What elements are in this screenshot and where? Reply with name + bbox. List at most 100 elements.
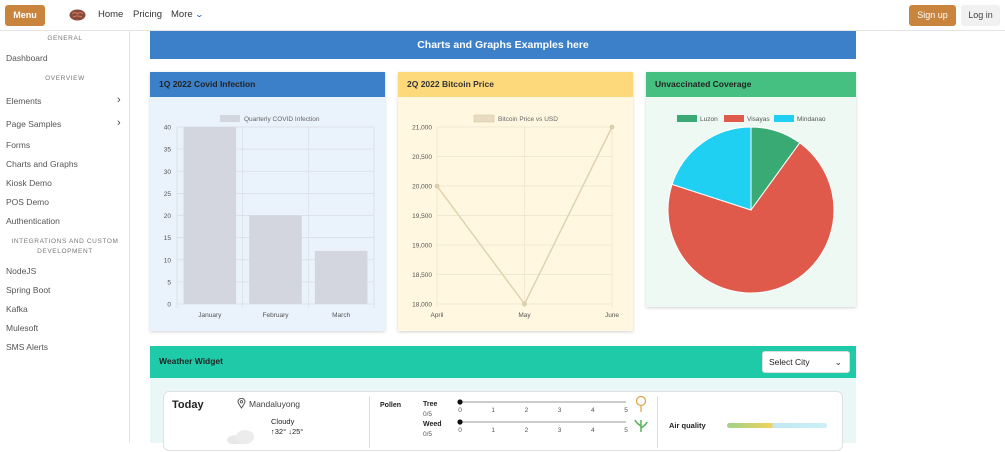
nav-more-label: More xyxy=(171,9,193,20)
city-select[interactable]: Select City ⌄ xyxy=(762,351,850,373)
weather-condition: Cloudy xyxy=(271,417,295,426)
y-tick-label: 20,500 xyxy=(412,154,432,161)
x-tick-label: March xyxy=(332,312,350,319)
top-navbar: Menu Home Pricing More ⌄ Sign up Log in xyxy=(0,0,1005,31)
y-tick-label: 18,500 xyxy=(412,272,432,279)
air-quality-label: Air quality xyxy=(669,421,706,430)
weather-widget-body: Today Mandaluyong Cloudy ↑32° ↓25° Polle… xyxy=(150,378,856,451)
page-banner: Charts and Graphs Examples here xyxy=(150,31,856,59)
sidebar-heading-integrations-line1: INTEGRATIONS AND CUSTOM xyxy=(11,238,119,245)
pollen-scale-label: 2 xyxy=(525,427,529,434)
bar xyxy=(249,215,302,304)
bitcoin-line-chart: Bitcoin Price vs USD 18,000 18,500 19,000 19… xyxy=(412,114,619,319)
divider xyxy=(369,396,370,448)
chevron-right-icon[interactable]: › xyxy=(117,117,121,129)
vaccine-chart-area: Luzon Visayas Mindanao xyxy=(646,97,856,307)
nav-home[interactable]: Home xyxy=(98,9,124,20)
arrow-up-icon: ↑ xyxy=(271,427,275,436)
y-tick-label: 10 xyxy=(164,257,172,264)
chevron-right-icon[interactable]: › xyxy=(117,94,121,106)
covid-bar-chart: Quarterly COVID Infection 0 5 10 15 20 25 30 35 4… xyxy=(164,115,375,319)
y-tick-label: 21,000 xyxy=(412,125,432,132)
chevron-down-icon: ⌄ xyxy=(194,10,204,19)
pollen-scale-label: 3 xyxy=(558,407,562,414)
weather-widget-header: Weather Widget Select City ⌄ xyxy=(150,346,856,378)
sidebar-item-elements[interactable]: Elements xyxy=(6,96,42,106)
sidebar-heading-overview: OVERVIEW xyxy=(45,75,85,82)
y-tick-label: 20,000 xyxy=(412,184,432,191)
pollen-weed-label: Weed xyxy=(423,421,442,428)
y-tick-label: 30 xyxy=(164,169,172,176)
vaccine-card-title: Unvaccinated Coverage xyxy=(646,72,856,97)
legend-swatch xyxy=(220,115,240,122)
sidebar: GENERAL Dashboard OVERVIEW Elements › Pa… xyxy=(0,31,130,443)
y-tick-label: 20 xyxy=(164,213,172,220)
covid-card: 1Q 2022 Covid Infection Quarterly COVID … xyxy=(150,72,385,331)
sidebar-item-mulesoft[interactable]: Mulesoft xyxy=(6,323,39,333)
pollen-scales: 0 1 2 3 4 5 0 1 2 3 4 5 xyxy=(457,396,648,434)
nav-pricing[interactable]: Pricing xyxy=(133,9,163,20)
legend-label: Mindanao xyxy=(797,116,826,123)
y-tick-label: 25 xyxy=(164,191,172,198)
sidebar-heading-integrations: INTEGRATIONS AND CUSTOM DEVELOPMENT xyxy=(0,237,130,257)
y-tick-label: 18,000 xyxy=(412,302,432,309)
x-tick-label: April xyxy=(430,312,444,319)
pollen-tree-value: 0/5 xyxy=(423,411,433,418)
city-select-label: Select City xyxy=(769,357,810,367)
sidebar-item-authentication[interactable]: Authentication xyxy=(6,216,60,226)
y-tick-label: 19,000 xyxy=(412,243,432,250)
covid-chart-area: Quarterly COVID Infection 0 5 10 15 20 25 30 35 4… xyxy=(150,97,385,331)
signup-button[interactable]: Sign up xyxy=(909,5,956,26)
location-pin-icon xyxy=(237,398,246,409)
x-tick-label: May xyxy=(518,312,531,319)
legend-swatch xyxy=(774,115,794,122)
sidebar-item-forms[interactable]: Forms xyxy=(6,140,31,150)
pollen-indicator xyxy=(457,419,463,425)
sidebar-item-charts-graphs[interactable]: Charts and Graphs xyxy=(6,159,78,169)
legend-swatch xyxy=(724,115,744,122)
data-point xyxy=(434,183,440,189)
pollen-scale-label: 4 xyxy=(591,427,595,434)
sidebar-item-sms-alerts[interactable]: SMS Alerts xyxy=(6,342,49,352)
sidebar-item-dashboard[interactable]: Dashboard xyxy=(6,53,48,63)
data-point xyxy=(609,124,615,130)
x-tick-label: June xyxy=(605,312,619,319)
legend-swatch xyxy=(473,114,495,123)
sidebar-item-nodejs[interactable]: NodeJS xyxy=(6,266,37,276)
x-tick-label: January xyxy=(198,312,222,319)
weather-card: Today Mandaluyong Cloudy ↑32° ↓25° Polle… xyxy=(163,391,843,451)
sidebar-item-kiosk[interactable]: Kiosk Demo xyxy=(6,178,52,188)
legend-label: Luzon xyxy=(700,116,718,123)
pollen-scale-label: 0 xyxy=(458,407,462,414)
brain-logo-icon[interactable] xyxy=(69,9,86,21)
pollen-scale-label: 1 xyxy=(491,427,495,434)
temp-high: 32° xyxy=(274,427,287,436)
pollen-scale-label: 0 xyxy=(458,427,462,434)
bar xyxy=(314,250,368,304)
pollen-scale-label: 5 xyxy=(624,427,628,434)
sidebar-item-spring-boot[interactable]: Spring Boot xyxy=(6,285,51,295)
divider xyxy=(657,396,658,448)
y-tick-label: 0 xyxy=(167,302,171,309)
arrow-down-icon: ↓ xyxy=(288,427,292,436)
covid-card-title: 1Q 2022 Covid Infection xyxy=(150,72,385,97)
pollen-heading: Pollen xyxy=(380,402,402,409)
y-tick-label: 15 xyxy=(164,235,172,242)
legend-label: Bitcoin Price vs USD xyxy=(498,116,558,123)
pollen-scale-label: 2 xyxy=(525,407,529,414)
sidebar-item-kafka[interactable]: Kafka xyxy=(6,304,28,314)
chevron-down-icon: ⌄ xyxy=(834,357,842,367)
temp-low: 25° xyxy=(291,427,304,436)
vaccine-pie-chart: Luzon Visayas Mindanao xyxy=(667,115,835,294)
nav-more[interactable]: More ⌄ xyxy=(171,9,204,20)
sidebar-item-page-samples[interactable]: Page Samples xyxy=(6,119,62,129)
sidebar-item-pos[interactable]: POS Demo xyxy=(6,197,49,207)
login-button[interactable]: Log in xyxy=(961,5,1000,26)
cloud-icon xyxy=(227,430,254,444)
legend-label: Visayas xyxy=(747,116,770,123)
tree-icon xyxy=(635,396,647,407)
menu-button[interactable]: Menu xyxy=(5,5,45,26)
pollen-scale-label: 4 xyxy=(591,407,595,414)
bitcoin-card: 2Q 2022 Bitcoin Price Bitcoin Price vs U… xyxy=(398,72,633,331)
bitcoin-chart-area: Bitcoin Price vs USD 18,000 18,500 19,000 19… xyxy=(398,97,633,331)
